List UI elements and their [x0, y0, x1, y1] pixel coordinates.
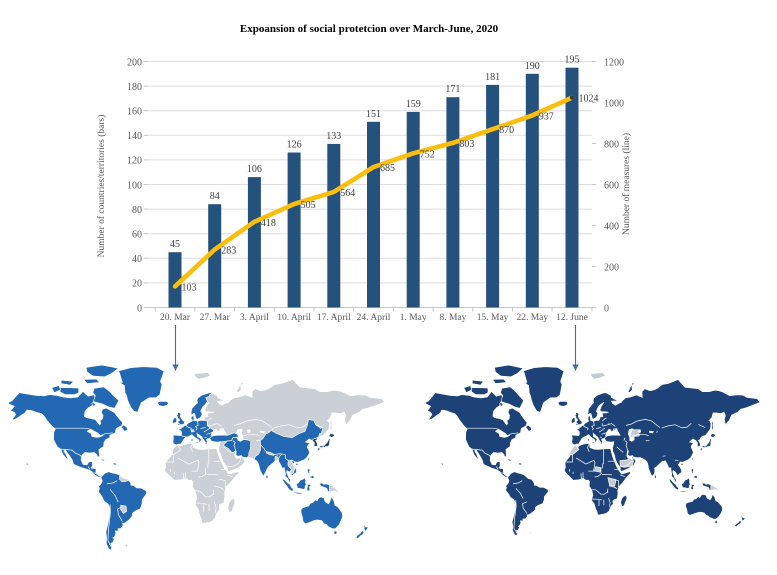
svg-text:171: 171: [445, 84, 460, 95]
svg-text:870: 870: [499, 125, 514, 136]
svg-text:418: 418: [261, 218, 276, 229]
svg-text:937: 937: [539, 111, 554, 122]
svg-text:151: 151: [366, 109, 381, 120]
svg-text:120: 120: [127, 156, 142, 167]
svg-text:160: 160: [127, 107, 142, 118]
svg-text:400: 400: [604, 221, 619, 232]
svg-text:1024: 1024: [579, 94, 599, 105]
svg-text:564: 564: [340, 188, 355, 199]
svg-text:20: 20: [132, 279, 142, 290]
svg-text:685: 685: [380, 163, 395, 174]
svg-text:181: 181: [485, 72, 500, 83]
svg-text:133: 133: [326, 131, 341, 142]
svg-text:1200: 1200: [604, 57, 624, 68]
svg-text:Number of measures (line): Number of measures (line): [621, 133, 632, 235]
svg-text:80: 80: [132, 205, 142, 216]
svg-text:803: 803: [459, 139, 474, 150]
svg-text:17. April: 17. April: [317, 313, 351, 323]
svg-text:600: 600: [604, 180, 619, 191]
svg-text:100: 100: [127, 180, 142, 191]
svg-text:3. April: 3. April: [240, 313, 269, 323]
svg-text:15. May: 15. May: [477, 313, 509, 323]
svg-text:126: 126: [287, 140, 302, 151]
svg-text:22. May: 22. May: [516, 313, 548, 323]
svg-text:200: 200: [604, 262, 619, 273]
svg-text:Expoansion of social protetcio: Expoansion of social protetcion over Mar…: [240, 23, 499, 35]
svg-text:12. June: 12. June: [556, 313, 588, 323]
svg-text:195: 195: [565, 55, 580, 66]
svg-text:27. Mar: 27. Mar: [200, 313, 231, 323]
svg-text:180: 180: [127, 82, 142, 93]
svg-text:200: 200: [127, 57, 142, 68]
svg-text:505: 505: [301, 200, 316, 211]
svg-text:140: 140: [127, 131, 142, 142]
svg-text:1000: 1000: [604, 98, 624, 109]
svg-text:0: 0: [137, 303, 142, 314]
svg-text:Number of countries/territorie: Number of countries/territories (bars): [96, 115, 107, 258]
svg-text:8. May: 8. May: [439, 313, 466, 323]
svg-text:283: 283: [221, 246, 236, 257]
svg-text:106: 106: [247, 164, 262, 175]
svg-text:103: 103: [182, 282, 197, 293]
svg-text:159: 159: [406, 99, 421, 110]
svg-text:20. Mar: 20. Mar: [160, 313, 191, 323]
svg-text:40: 40: [132, 254, 142, 265]
svg-text:752: 752: [420, 149, 435, 160]
svg-text:10. April: 10. April: [277, 313, 311, 323]
svg-text:60: 60: [132, 230, 142, 241]
svg-text:24. April: 24. April: [357, 313, 391, 323]
svg-text:0: 0: [604, 303, 609, 314]
svg-text:1. May: 1. May: [400, 313, 427, 323]
svg-text:84: 84: [210, 191, 220, 202]
svg-text:800: 800: [604, 139, 619, 150]
svg-text:45: 45: [170, 239, 180, 250]
svg-text:190: 190: [525, 61, 540, 72]
